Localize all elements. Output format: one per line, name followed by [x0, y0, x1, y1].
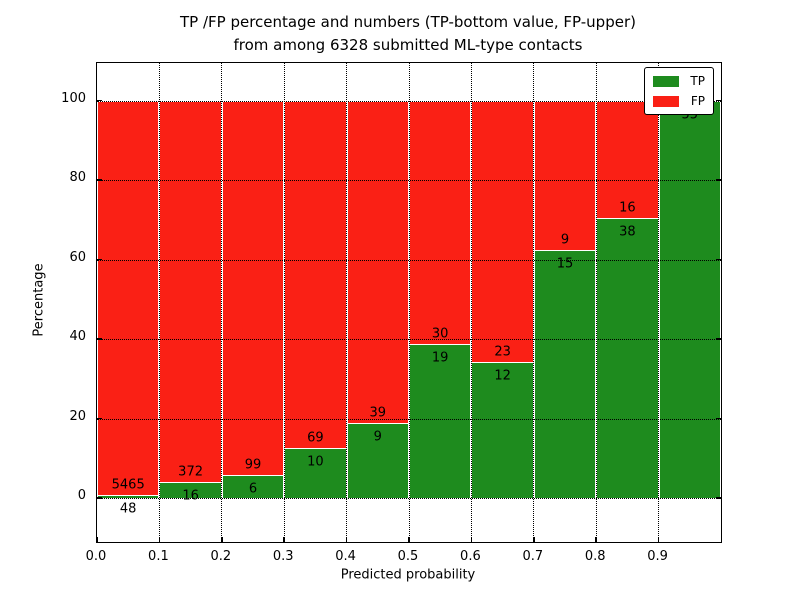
y-tick-mark [97, 497, 102, 499]
y-tick-label: 80 [69, 170, 86, 186]
y-axis-label: Percentage [31, 263, 47, 337]
bar-segment-fp [596, 100, 659, 219]
fp-count-label: 39 [369, 405, 387, 421]
v-gridline [221, 63, 223, 542]
bar-segment-fp [346, 100, 409, 424]
fp-count-label: 30 [431, 326, 449, 342]
y-tick-mark [716, 338, 721, 340]
tp-count-label: 15 [556, 256, 574, 272]
y-tick-mark [97, 99, 102, 102]
x-tick-label: 0.2 [210, 549, 232, 564]
legend-entry: TP [653, 74, 705, 88]
fp-count-label: 9 [560, 232, 570, 248]
v-gridline [283, 63, 285, 542]
bar-segment-tp [97, 494, 160, 498]
y-tick-label: 20 [69, 408, 86, 424]
tp-count-label: 12 [494, 368, 511, 384]
x-tick-mark [595, 537, 597, 542]
x-axis-label: Predicted probability [340, 567, 476, 583]
legend: TP FP [644, 67, 714, 115]
y-tick-mark [716, 99, 721, 102]
x-tick-mark [533, 537, 535, 542]
x-tick-mark [345, 537, 348, 542]
x-tick-label: 0.4 [335, 549, 356, 564]
bar-segment-fp [159, 100, 222, 482]
bar-segment-fp [221, 100, 285, 476]
x-tick-label: 0.1 [148, 549, 169, 564]
tp-count-label: 10 [307, 454, 324, 470]
x-tick-mark [283, 537, 285, 542]
bar-segment-fp [97, 100, 160, 495]
bar-segment-tp [409, 343, 472, 498]
v-gridline [658, 63, 660, 542]
y-tick-label: 60 [69, 249, 86, 265]
legend-entry: FP [653, 94, 705, 108]
chart-title-line1: TP /FP percentage and numbers (TP-bottom… [180, 13, 636, 31]
v-gridline [408, 63, 410, 542]
x-tick-label: 0.3 [272, 549, 294, 564]
v-gridline [346, 63, 348, 542]
x-tick-mark [221, 537, 223, 542]
bar-segment-fp [284, 100, 347, 448]
plot-area: 54654837216996691039930192312915163855 [96, 62, 722, 543]
x-tick-label: 0.0 [85, 549, 107, 564]
tp-count-label: 6 [248, 481, 258, 497]
tp-count-label: 48 [119, 501, 137, 517]
y-tick-mark [97, 179, 102, 181]
x-tick-mark [657, 537, 660, 542]
y-tick-label: 0 [77, 488, 86, 503]
fp-swatch-icon [653, 95, 679, 107]
bar-segment-tp [471, 361, 534, 498]
bar-segment-tp [159, 481, 222, 498]
v-gridline [533, 63, 535, 542]
x-tick-mark [408, 537, 410, 542]
x-tick-mark [158, 537, 161, 542]
y-tick-mark [716, 417, 721, 420]
legend-entry-label: FP [690, 94, 705, 108]
y-tick-mark [97, 258, 102, 261]
y-tick-mark [716, 179, 721, 181]
y-tick-mark [97, 338, 102, 340]
v-gridline [595, 63, 597, 542]
bar-segment-fp [409, 100, 472, 344]
y-tick-mark [716, 258, 721, 261]
fp-count-label: 23 [494, 344, 511, 360]
y-tick-mark [716, 497, 721, 499]
fp-count-label: 99 [244, 457, 262, 473]
fp-count-label: 372 [178, 464, 204, 480]
bar-segment-tp [284, 447, 347, 498]
bar-segment-fp [533, 100, 597, 250]
v-gridline [470, 63, 472, 542]
bar-segment-tp [346, 423, 409, 498]
y-tick-label: 40 [69, 329, 86, 345]
y-tick-mark [97, 417, 102, 420]
bar-segment-fp [471, 100, 534, 362]
x-tick-label: 0.7 [522, 549, 544, 564]
bar-segment-tp [221, 475, 285, 498]
x-tick-label: 0.8 [584, 549, 606, 564]
y-tick-label: 100 [61, 90, 86, 106]
x-tick-label: 0.9 [647, 549, 668, 564]
x-tick-mark [96, 537, 98, 542]
x-tick-label: 0.6 [460, 549, 481, 564]
v-gridline [158, 63, 160, 542]
fp-count-label: 16 [619, 200, 636, 216]
tp-count-label: 16 [182, 488, 199, 504]
fp-count-label: 69 [307, 430, 324, 446]
tp-count-label: 38 [619, 224, 636, 240]
bar-segment-tp [658, 100, 721, 498]
bar-segment-tp [596, 218, 659, 498]
tp-count-label: 19 [431, 350, 449, 366]
fp-count-label: 5465 [111, 477, 145, 493]
x-tick-label: 0.5 [397, 549, 419, 564]
x-tick-mark [470, 537, 473, 542]
tp-count-label: 9 [373, 429, 382, 445]
tp-swatch-icon [653, 75, 679, 87]
legend-entry-label: TP [690, 74, 705, 88]
bar-segment-tp [533, 249, 597, 498]
chart-title-line2: from among 6328 submitted ML-type contac… [233, 36, 583, 54]
